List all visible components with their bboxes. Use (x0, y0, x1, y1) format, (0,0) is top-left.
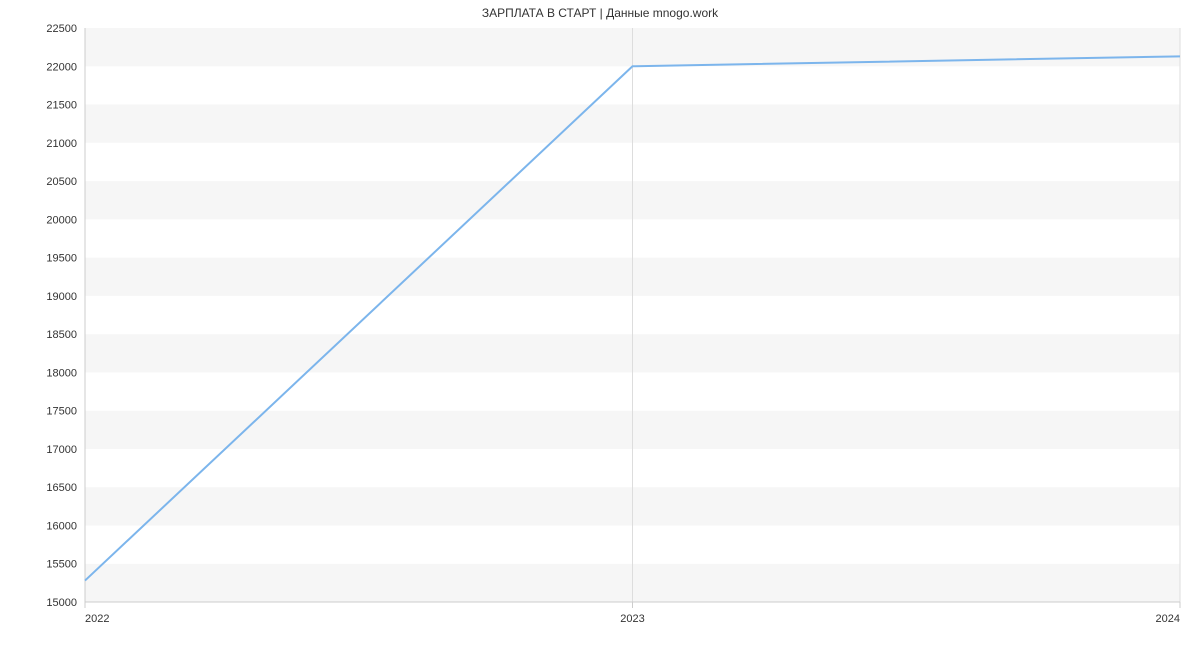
svg-text:21500: 21500 (46, 100, 77, 112)
svg-text:18000: 18000 (46, 367, 77, 379)
svg-text:15000: 15000 (46, 597, 77, 609)
svg-text:15500: 15500 (46, 559, 77, 571)
svg-text:21000: 21000 (46, 138, 77, 150)
svg-text:22000: 22000 (46, 61, 77, 73)
svg-text:17500: 17500 (46, 406, 77, 418)
chart-svg: 15000 15500 16000 16500 17000 17500 18000 18500… (0, 0, 1200, 650)
svg-text:20500: 20500 (46, 176, 77, 188)
svg-text:16500: 16500 (46, 482, 77, 494)
svg-text:2023: 2023 (620, 613, 644, 625)
chart-title: ЗАРПЛАТА В СТАРТ | Данные mnogo.work (0, 6, 1200, 20)
svg-text:19500: 19500 (46, 253, 77, 265)
svg-text:17000: 17000 (46, 444, 77, 456)
svg-text:2022: 2022 (85, 613, 109, 625)
svg-text:18500: 18500 (46, 329, 77, 341)
svg-text:19000: 19000 (46, 291, 77, 303)
svg-text:22500: 22500 (46, 23, 77, 35)
svg-text:20000: 20000 (46, 214, 77, 226)
svg-text:16000: 16000 (46, 520, 77, 532)
svg-text:2024: 2024 (1156, 613, 1180, 625)
salary-line-chart: ЗАРПЛАТА В СТАРТ | Данные mnogo.work 150… (0, 0, 1200, 650)
